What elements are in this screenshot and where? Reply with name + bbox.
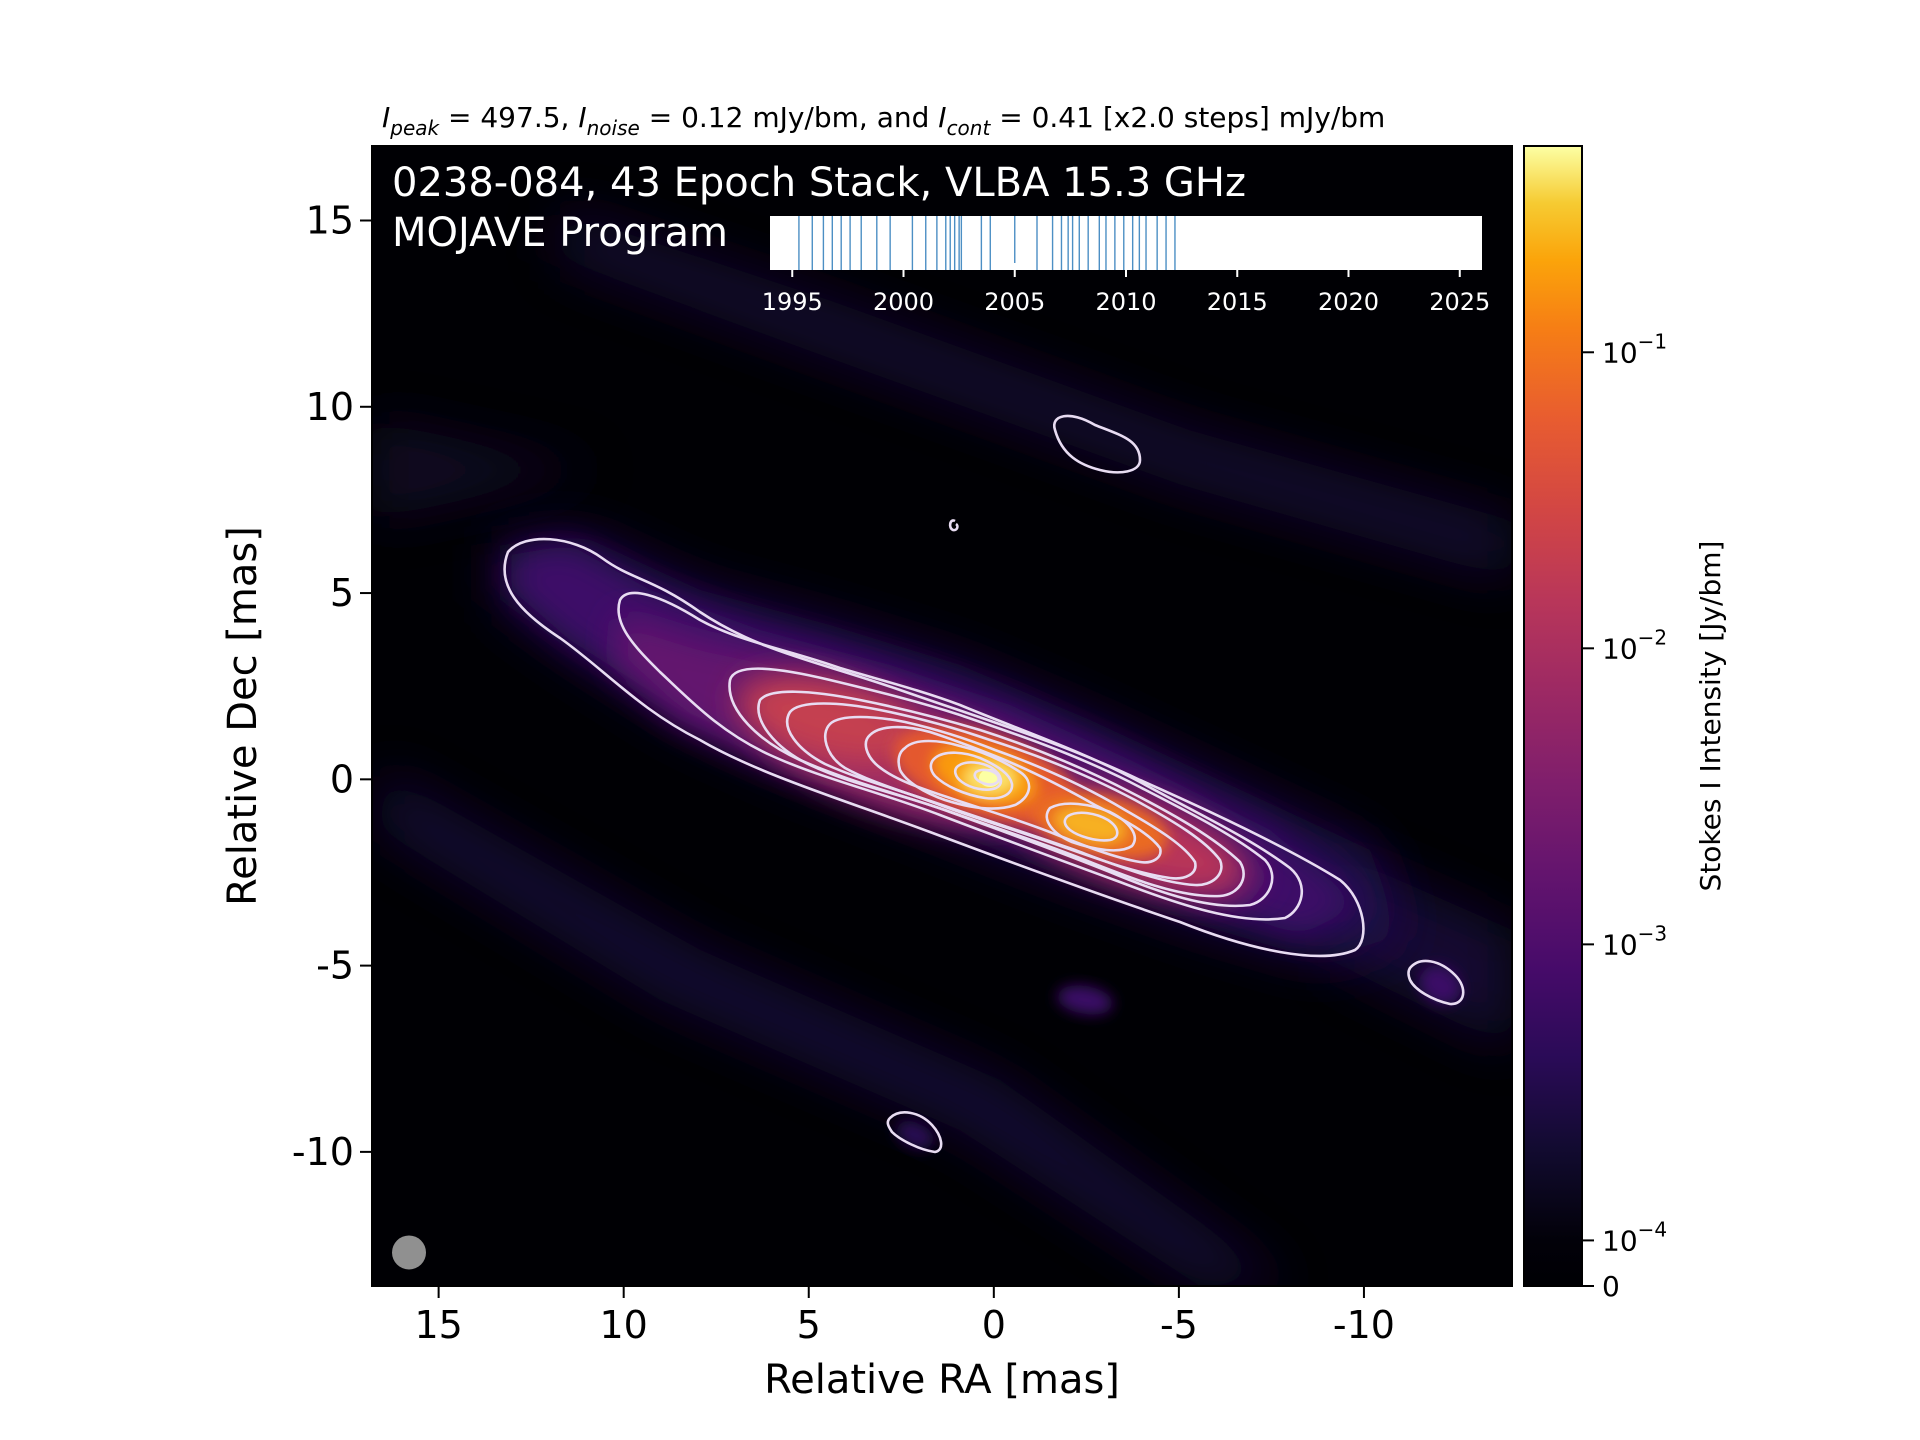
x-axis: 15 10 5 0 -5 -10 (414, 1286, 1395, 1347)
epoch-tick-label: 2015 (1207, 288, 1268, 316)
contour-level-11 (973, 768, 1000, 786)
contour-level-8 (897, 739, 1137, 852)
contour-level-1 (503, 537, 1365, 958)
colorbar-gradient (1523, 145, 1583, 1287)
x-tick-label: -10 (1333, 1303, 1395, 1347)
y-tick-label: -5 (316, 944, 354, 988)
contour-level-2 (617, 591, 1304, 921)
epoch-tick-label: 2010 (1095, 288, 1156, 316)
y-axis: 15 10 5 0 -5 -10 (292, 199, 372, 1174)
y-tick-label: 5 (330, 571, 354, 615)
chart-title: Ipeak = 497.5, Inoise = 0.12 mJy/bm, and… (382, 101, 1385, 140)
y-axis-label: Relative Dec [mas] (220, 526, 266, 906)
x-tick-label: 0 (982, 1303, 1006, 1347)
epoch-tick-label: 2020 (1318, 288, 1379, 316)
contour-level-9 (929, 751, 1119, 842)
contour-level-4 (757, 690, 1245, 898)
colorbar-tick-label: 10−2 (1602, 625, 1667, 665)
source-annotation-line2: MOJAVE Program (392, 210, 728, 256)
intensity-map: 0238-084, 43 Epoch Stack, VLBA 15.3 GHz … (372, 146, 1512, 1286)
sidelobe-emission (372, 210, 1512, 1286)
contour-level-10 (953, 761, 1003, 791)
y-tick-label: 10 (306, 385, 354, 429)
x-tick-label: 5 (797, 1303, 821, 1347)
contour-north-blob (1052, 414, 1142, 474)
colorbar-ticks: 10−1 10−2 10−3 10−4 0 (1582, 329, 1667, 1303)
x-tick-label: -5 (1160, 1303, 1198, 1347)
epoch-lines (798, 216, 1176, 270)
y-tick-label: 0 (330, 757, 354, 801)
contour-east-blob (886, 1111, 943, 1154)
epoch-timeline-box (770, 216, 1482, 270)
epoch-timeline: 1995 2000 2005 2010 2015 2020 2025 (762, 216, 1490, 316)
y-tick-label: -10 (292, 1130, 354, 1174)
source-annotation-line1: 0238-084, 43 Epoch Stack, VLBA 15.3 GHz (392, 160, 1246, 206)
colorbar-tick-label: 10−1 (1602, 329, 1667, 369)
x-tick-label: 15 (414, 1303, 462, 1347)
epoch-ticks: 1995 2000 2005 2010 2015 2020 2025 (762, 263, 1490, 316)
x-tick-label: 10 (600, 1303, 648, 1347)
colorbar-tick-label: 10−4 (1602, 1217, 1667, 1257)
plot-frame (371, 145, 1513, 1287)
contour-west-blob (1407, 959, 1465, 1006)
colorbar-label: Stokes I Intensity [Jy/bm] (1694, 541, 1727, 892)
colorbar-tick-label: 0 (1602, 1270, 1620, 1303)
jet-emission (500, 535, 1461, 1149)
contour-tiny (948, 519, 959, 532)
epoch-tick-label: 2000 (873, 288, 934, 316)
epoch-tick-label: 2025 (1429, 288, 1490, 316)
contour-level-6 (824, 715, 1197, 880)
y-tick-label: 15 (306, 199, 354, 243)
x-axis-label: Relative RA [mas] (764, 1357, 1120, 1403)
restoring-beam (392, 1235, 427, 1270)
contours (503, 414, 1465, 1154)
epoch-tick-label: 1995 (762, 288, 823, 316)
colorbar: 10−1 10−2 10−3 10−4 0 Stokes I Intensity [Jy… (1523, 145, 1727, 1303)
epoch-tick-label: 2005 (984, 288, 1045, 316)
colorbar-tick-label: 10−3 (1602, 921, 1667, 961)
